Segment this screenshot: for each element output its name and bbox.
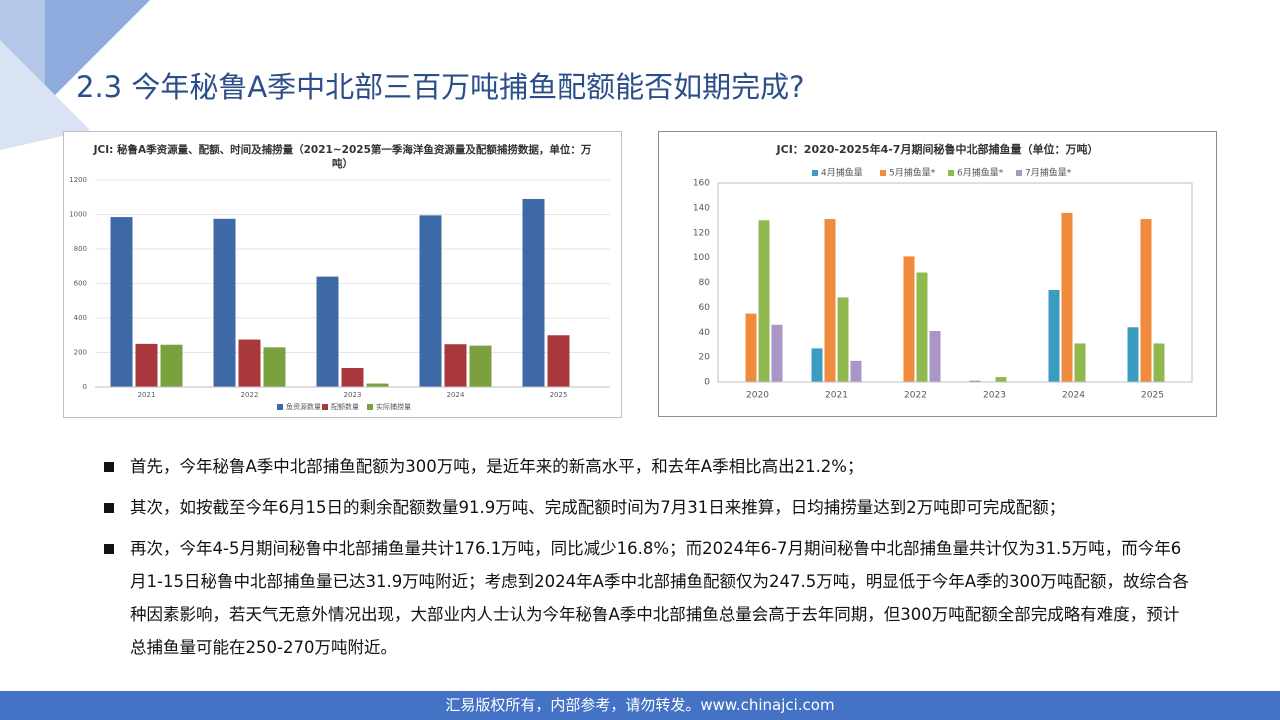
bar (110, 217, 133, 387)
legend-label: 7月捕鱼量* (1025, 167, 1072, 179)
bar (547, 335, 570, 387)
footer: 汇易版权所有，内部参考，请勿转发。www.chinajci.com (0, 691, 1280, 720)
bar (316, 276, 339, 387)
bar (213, 218, 236, 387)
y-tick-label: 120 (693, 228, 710, 238)
y-tick-label: 1000 (69, 211, 87, 219)
bar (160, 344, 183, 387)
legend-swatch (948, 170, 954, 176)
bar (811, 348, 823, 382)
bullet-icon (104, 544, 114, 554)
y-tick-label: 0 (704, 378, 710, 388)
y-tick-label: 800 (74, 245, 87, 253)
x-tick-label: 2022 (241, 391, 259, 399)
y-tick-label: 60 (699, 303, 711, 313)
decor (0, 40, 90, 150)
bar (444, 344, 467, 387)
y-tick-label: 200 (74, 349, 87, 357)
x-tick-label: 2021 (825, 391, 848, 401)
slide-title: 2.3 今年秘鲁A季中北部三百万吨捕鱼配额能否如期完成? (76, 70, 805, 104)
legend-label: 6月捕鱼量* (957, 167, 1004, 179)
legend-label: 鱼资源数量 (286, 402, 321, 411)
x-tick-label: 2025 (550, 391, 568, 399)
x-tick-label: 2024 (447, 391, 465, 399)
y-tick-label: 140 (693, 203, 710, 213)
bar (238, 339, 261, 387)
legend-swatch (812, 170, 818, 176)
bar (969, 380, 981, 382)
y-tick-label: 100 (693, 253, 710, 263)
bullet-text: 其次，如按截至今年6月15日的剩余配额数量91.9万吨、完成配额时间为7月31日… (130, 498, 1066, 517)
bar (1153, 343, 1165, 382)
y-tick-label: 400 (74, 314, 87, 322)
legend-label: 5月捕鱼量* (889, 167, 936, 179)
x-tick-label: 2023 (983, 391, 1006, 401)
bar (1127, 327, 1139, 382)
bar (1074, 343, 1086, 382)
bar (916, 272, 928, 382)
y-tick-label: 0 (83, 383, 87, 391)
bullet-icon (104, 503, 114, 513)
x-tick-label: 2025 (1141, 391, 1164, 401)
bar (995, 377, 1007, 382)
bar (1048, 289, 1060, 382)
bar (1061, 212, 1073, 382)
bar (824, 219, 836, 382)
bar (341, 368, 364, 387)
y-tick-label: 600 (74, 280, 87, 288)
chart-title: JCI: 秘鲁A季资源量、配额、时间及捕捞量（2021~2025第一季海洋鱼资源… (93, 144, 592, 170)
bar (469, 345, 492, 387)
bar (903, 256, 915, 382)
legend-label: 实际捕捞量 (376, 402, 411, 411)
bar (419, 215, 442, 387)
legend-swatch (880, 170, 886, 176)
bar (771, 324, 783, 382)
bullet-icon (104, 462, 114, 472)
y-tick-label: 40 (699, 328, 711, 338)
bar (1140, 219, 1152, 382)
y-tick-label: 80 (699, 278, 711, 288)
bar (135, 343, 158, 387)
chart-title: JCI：2020-2025年4-7月期间秘鲁中北部捕鱼量（单位：万吨） (776, 143, 1099, 156)
legend-label: 配额数量 (331, 402, 359, 411)
y-tick-label: 160 (693, 179, 710, 189)
bar (263, 347, 286, 387)
bar (745, 313, 757, 382)
x-tick-label: 2023 (344, 391, 362, 399)
bar (366, 383, 389, 387)
bullet-text: 再次，今年4-5月期间秘鲁中北部捕鱼量共计176.1万吨，同比减少16.8%；而… (130, 539, 1189, 657)
x-tick-label: 2022 (904, 391, 927, 401)
decor (45, 0, 150, 105)
y-tick-label: 20 (699, 353, 711, 363)
x-tick-label: 2024 (1062, 391, 1085, 401)
y-tick-label: 1200 (69, 176, 87, 184)
x-tick-label: 2020 (746, 391, 769, 401)
bullet-text: 首先，今年秘鲁A季中北部捕鱼配额为300万吨，是近年来的新高水平，和去年A季相比… (130, 457, 864, 476)
bar (758, 220, 770, 382)
bar (850, 360, 862, 382)
bar (929, 331, 941, 382)
legend-swatch (1016, 170, 1022, 176)
legend-swatch (322, 404, 328, 410)
bar (522, 198, 545, 387)
legend-swatch (277, 404, 283, 410)
legend-label: 4月捕鱼量 (821, 167, 863, 179)
legend-swatch (367, 404, 373, 410)
x-tick-label: 2021 (138, 391, 156, 399)
bar (837, 297, 849, 382)
